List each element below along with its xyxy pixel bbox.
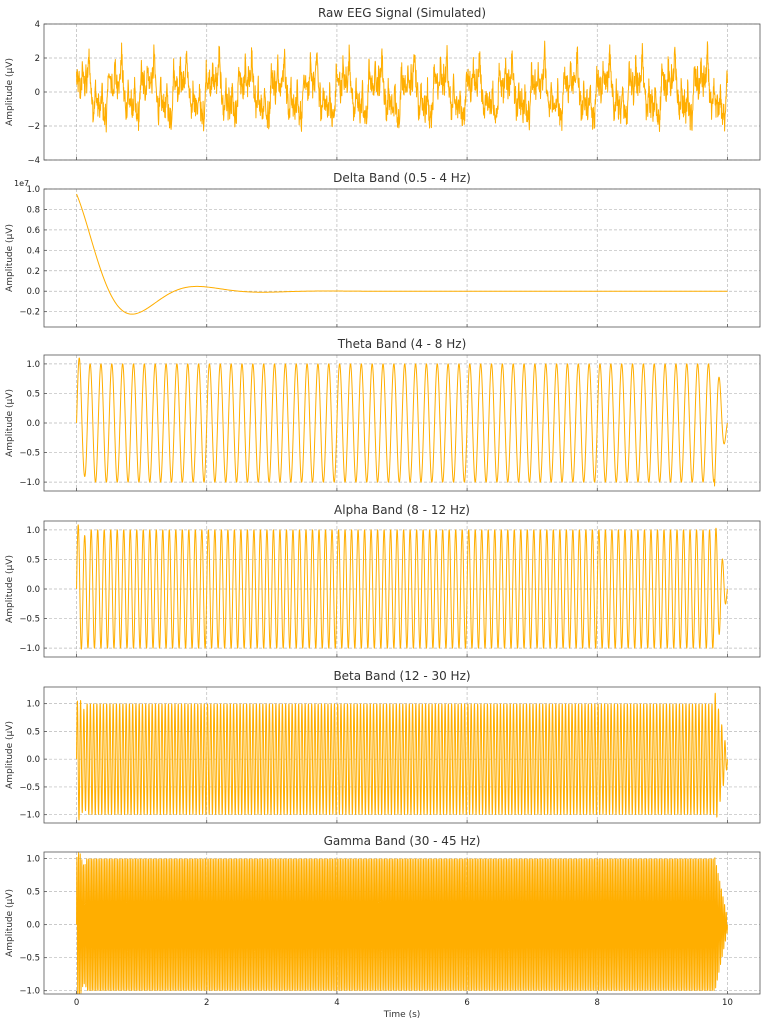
y-tick-label: −0.5: [19, 615, 40, 625]
panel-4: −1.0 −0.5 0.0 0.5 1.0 Alpha Band (8 - 12 Hz) A…: [5, 503, 761, 658]
y-tick-label: 0.4: [26, 246, 40, 256]
series-line: [76, 357, 728, 487]
y-tick-label: 0.5: [26, 727, 40, 737]
y-tick-label: 0.6: [26, 226, 40, 236]
y-offset-label: 1e7: [14, 179, 29, 188]
y-tick-label: 0.0: [26, 287, 40, 297]
y-tick-label: 0.5: [26, 555, 40, 565]
series-line: [76, 40, 728, 133]
panel-5: −1.0 −0.5 0.0 0.5 1.0 Beta Band (12 - 30 Hz) A…: [5, 669, 761, 824]
y-tick-label: 1.0: [26, 855, 40, 865]
panel-title: Raw EEG Signal (Simulated): [318, 6, 486, 20]
panel-6: −1.0 −0.5 0.0 0.5 1.0 0 2 4 6 8 10 Gamma Band (30 -…: [5, 834, 761, 1020]
y-tick-label: −2: [27, 122, 40, 132]
panel-3: −1.0 −0.5 0.0 0.5 1.0 Theta Band (4 - 8 Hz) Am…: [5, 337, 761, 492]
y-tick-label: −0.5: [19, 783, 40, 793]
y-tick-label: 1.0: [26, 700, 40, 710]
y-tick-label: −1.0: [19, 987, 40, 997]
y-tick-label: 1.0: [26, 185, 40, 195]
plot-frame: [43, 851, 761, 995]
y-tick-label: 0.5: [26, 389, 40, 399]
plot-frame: [43, 188, 761, 328]
y-tick-label: 0: [35, 88, 40, 98]
x-tick-label: 10: [722, 998, 733, 1008]
y-tick-label: −1.0: [19, 478, 40, 488]
y-tick-label: 0.0: [26, 921, 40, 931]
series-line: [76, 692, 728, 821]
series-line: [76, 524, 728, 650]
y-axis-label: Amplitude (µV): [5, 389, 15, 457]
y-tick-label: −0.2: [19, 308, 40, 318]
panel-title: Theta Band (4 - 8 Hz): [337, 337, 467, 351]
x-tick-label: 8: [595, 998, 600, 1008]
y-tick-label: 0.0: [26, 419, 40, 429]
y-axis-label: Amplitude (µV): [5, 721, 15, 789]
y-tick-label: 4: [35, 20, 40, 30]
panel-title: Beta Band (12 - 30 Hz): [333, 669, 470, 683]
x-tick-label: 4: [334, 998, 339, 1008]
y-axis-label: Amplitude (µV): [5, 889, 15, 957]
y-tick-label: 1.0: [26, 526, 40, 536]
panel-title: Delta Band (0.5 - 4 Hz): [333, 171, 471, 185]
y-tick-label: 0.8: [26, 205, 40, 215]
y-tick-label: 1.0: [26, 360, 40, 370]
y-tick-label: −1.0: [19, 644, 40, 654]
panel-title: Alpha Band (8 - 12 Hz): [334, 503, 470, 517]
y-axis-label: Amplitude (µV): [5, 224, 15, 292]
panel-1: −4 −2 0 2 4 Raw EEG Signal (Simulated) Amplitu…: [5, 6, 761, 166]
y-tick-label: −0.5: [19, 449, 40, 459]
x-axis-label: Time (s): [383, 1010, 421, 1020]
y-tick-label: 0.0: [26, 585, 40, 595]
y-axis-label: Amplitude (µV): [5, 58, 15, 126]
series-line: [76, 193, 728, 315]
y-tick-label: −0.5: [19, 954, 40, 964]
x-tick-label: 2: [204, 998, 209, 1008]
y-tick-label: 0.0: [26, 755, 40, 765]
y-tick-label: −4: [27, 156, 40, 166]
y-tick-label: 2: [35, 54, 40, 64]
y-tick-label: 0.5: [26, 888, 40, 898]
y-axis-label: Amplitude (µV): [5, 555, 15, 623]
x-tick-label: 0: [74, 998, 79, 1008]
x-tick-label: 6: [464, 998, 469, 1008]
y-tick-label: −1.0: [19, 811, 40, 821]
series-line: [76, 852, 728, 994]
plot-frame: [43, 686, 761, 824]
panel-title: Gamma Band (30 - 45 Hz): [324, 834, 481, 848]
y-tick-label: 0.2: [26, 267, 40, 277]
